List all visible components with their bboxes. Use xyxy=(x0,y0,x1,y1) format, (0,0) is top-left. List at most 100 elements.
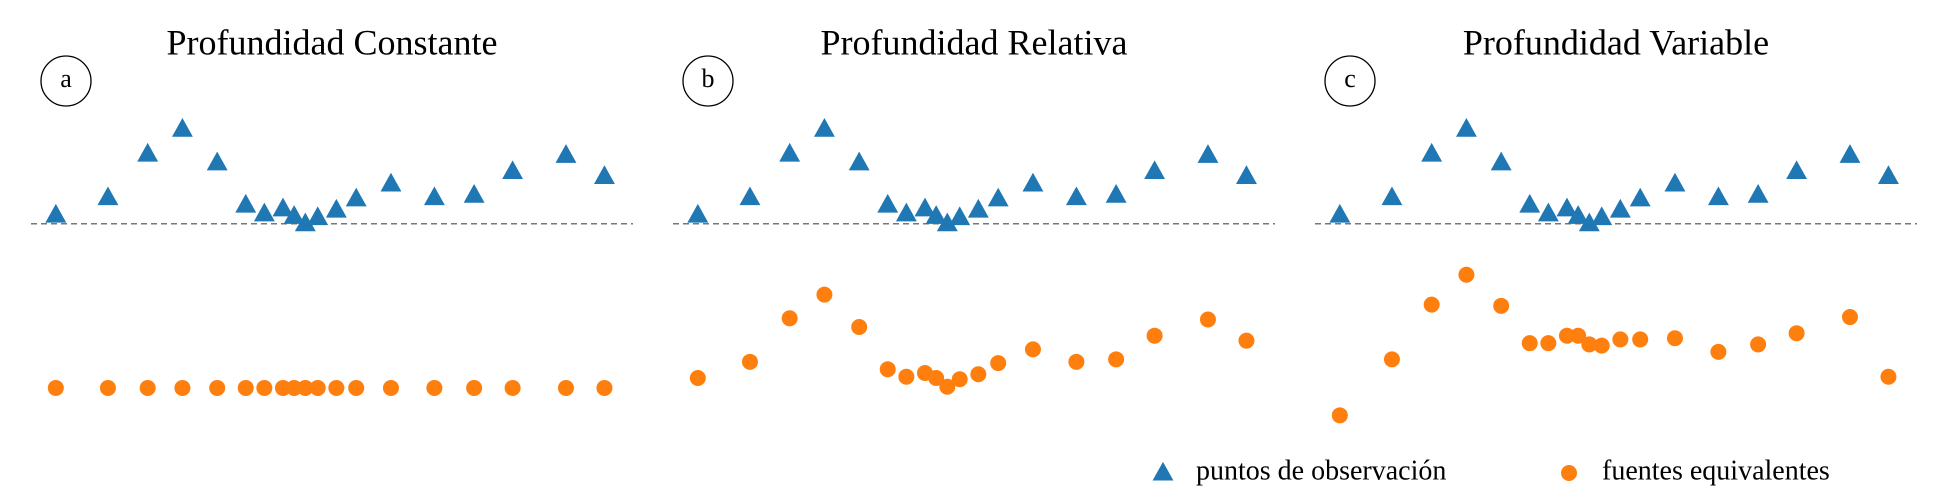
circle-marker xyxy=(382,379,399,396)
circle-marker xyxy=(990,355,1007,372)
triangle-marker xyxy=(423,186,445,206)
circle-marker xyxy=(274,379,291,396)
legend-marker xyxy=(1152,461,1174,481)
circle-marker xyxy=(99,379,116,396)
triangle-marker xyxy=(1747,183,1769,203)
circle-marker xyxy=(1710,343,1727,360)
triangle-marker xyxy=(1578,212,1600,232)
triangle-marker xyxy=(779,142,801,162)
triangle-marker xyxy=(848,151,870,171)
triangle-marker xyxy=(949,206,971,226)
triangle-marker xyxy=(1567,205,1589,224)
circle-marker xyxy=(209,379,226,396)
panel-label: a xyxy=(60,64,72,93)
panel-title: Profundidad Relativa xyxy=(821,22,1128,62)
triangle-marker xyxy=(1664,172,1686,192)
circle-marker xyxy=(348,379,365,396)
triangle-marker xyxy=(97,186,119,206)
legend-marker xyxy=(1561,465,1577,481)
triangle-marker xyxy=(345,187,367,207)
circle-marker xyxy=(237,379,254,396)
triangle-marker xyxy=(1609,198,1631,218)
circle-marker xyxy=(504,379,521,396)
circle-marker xyxy=(1593,337,1610,354)
circle-marker xyxy=(1068,353,1085,370)
triangle-marker xyxy=(1236,165,1257,185)
triangle-marker xyxy=(1022,172,1044,192)
triangle-marker xyxy=(1421,142,1443,162)
triangle-marker xyxy=(925,205,947,224)
circle-marker xyxy=(1666,330,1683,347)
circle-marker xyxy=(286,379,303,396)
circle-marker xyxy=(557,379,574,396)
triangle-marker xyxy=(895,202,917,222)
circle-marker xyxy=(256,379,273,396)
triangle-marker xyxy=(206,151,228,171)
circle-marker xyxy=(1423,296,1440,313)
triangle-marker xyxy=(1839,144,1861,163)
circle-marker xyxy=(1331,407,1348,424)
circle-marker xyxy=(139,379,156,396)
panel-label: b xyxy=(702,64,715,93)
circle-marker xyxy=(1788,325,1805,342)
circle-marker xyxy=(1540,335,1557,352)
circle-marker xyxy=(1458,266,1475,283)
triangle-marker xyxy=(1537,202,1559,222)
triangle-marker xyxy=(967,198,989,218)
triangle-marker xyxy=(687,203,709,223)
triangle-marker xyxy=(283,205,305,224)
triangle-marker xyxy=(1329,203,1351,223)
circle-marker xyxy=(1558,327,1575,344)
triangle-marker xyxy=(739,186,761,206)
triangle-marker xyxy=(1455,118,1477,137)
circle-marker xyxy=(851,318,868,335)
circle-marker xyxy=(898,368,915,385)
panel-label-circle xyxy=(1324,55,1376,107)
circle-marker xyxy=(1383,351,1400,368)
panel-title: Profundidad Constante xyxy=(167,22,498,62)
circle-marker xyxy=(297,379,314,396)
circle-marker xyxy=(1880,368,1897,385)
circle-marker xyxy=(1581,336,1598,353)
triangle-marker xyxy=(307,206,329,226)
circle-marker xyxy=(1570,327,1587,344)
circle-marker xyxy=(939,378,956,395)
triangle-marker xyxy=(1556,197,1578,217)
circle-marker xyxy=(426,379,443,396)
triangle-marker xyxy=(1519,193,1541,213)
triangle-marker xyxy=(463,183,485,203)
triangle-marker xyxy=(936,212,958,232)
triangle-marker xyxy=(1490,151,1512,171)
legend-text: fuentes equivalentes xyxy=(1602,455,1830,486)
circle-marker xyxy=(1024,341,1041,358)
circle-marker xyxy=(1632,331,1649,348)
circle-marker xyxy=(1493,297,1510,314)
triangle-marker xyxy=(45,203,67,223)
circle-marker xyxy=(174,379,191,396)
circle-marker xyxy=(309,379,326,396)
circle-marker xyxy=(1146,327,1163,344)
panel-label-circle xyxy=(682,55,734,107)
circle-marker xyxy=(781,310,798,327)
triangle-marker xyxy=(171,118,193,137)
circle-marker xyxy=(689,369,706,386)
triangle-marker xyxy=(1065,186,1087,206)
triangle-marker xyxy=(294,212,316,232)
circle-marker xyxy=(1108,351,1125,368)
circle-marker xyxy=(816,286,833,303)
triangle-marker xyxy=(272,197,294,217)
triangle-marker xyxy=(1591,206,1613,226)
circle-marker xyxy=(1521,335,1538,352)
circle-marker xyxy=(970,366,987,383)
triangle-marker xyxy=(1197,144,1219,163)
triangle-marker xyxy=(1144,160,1166,180)
legend-text: puntos de observación xyxy=(1196,455,1446,486)
triangle-marker xyxy=(987,187,1009,207)
circle-marker xyxy=(1750,336,1767,353)
circle-marker xyxy=(951,371,968,388)
panel-label-circle xyxy=(40,55,92,107)
triangle-marker xyxy=(555,144,577,163)
triangle-marker xyxy=(325,198,347,218)
circle-marker xyxy=(328,379,345,396)
